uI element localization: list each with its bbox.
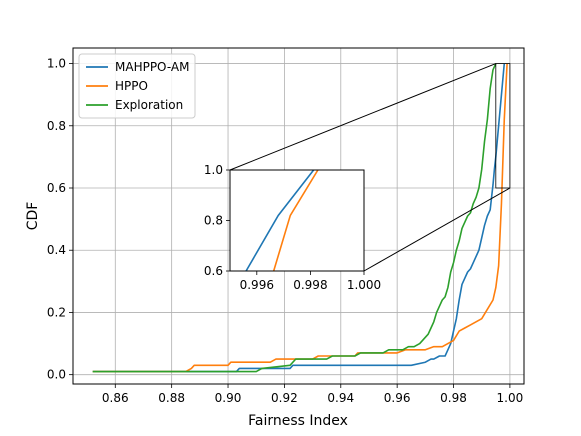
- x-tick-label: 0.96: [384, 391, 411, 405]
- legend-label-hppo: HPPO: [115, 79, 148, 93]
- zoom-region-box: [495, 63, 511, 189]
- x-tick-label: 1.00: [497, 391, 524, 405]
- x-tick-label: 0.86: [102, 391, 129, 405]
- x-axis-label: Fairness Index: [248, 413, 348, 429]
- y-axis-label: CDF: [25, 202, 41, 231]
- x-tick-label: 0.90: [215, 391, 242, 405]
- inset-x-tick-label: 0.998: [293, 278, 327, 292]
- legend-label-mahppo-am: MAHPPO-AM: [115, 60, 189, 74]
- series-line-exploration: [92, 63, 497, 373]
- legend-box: [78, 53, 196, 119]
- y-tick-label: 0.0: [47, 368, 66, 382]
- inset-series-line-mahppo-am: [245, 170, 315, 271]
- y-tick-label: 0.4: [47, 243, 66, 257]
- inset-x-tick-label: 0.996: [240, 278, 274, 292]
- inset-x-tick-label: 1.000: [347, 278, 381, 292]
- x-tick-label: 0.88: [158, 391, 185, 405]
- series-line-hppo: [92, 63, 508, 373]
- main-ticks: 0.86 0.88 0.90 0.92 0.94 0.96 0.98 1.00 0.0 0.2 0.…: [47, 57, 523, 405]
- zoom-connector-top: [229, 63, 496, 171]
- inset-y-tick-label: 1.0: [204, 163, 223, 177]
- legend-label-exploration: Exploration: [115, 98, 183, 112]
- zoom-connector-bottom: [363, 187, 511, 272]
- inset-ticks: 0.996 0.998 1.000 0.6 0.8 1.0: [204, 163, 381, 292]
- series-line-mahppo-am: [92, 63, 506, 373]
- x-tick-label: 0.92: [271, 391, 298, 405]
- y-tick-label: 0.8: [47, 119, 66, 133]
- inset-series-line-hppo: [272, 170, 319, 271]
- inset-y-tick-label: 0.6: [204, 264, 223, 278]
- zoom-connector-lines: [229, 63, 511, 272]
- x-tick-label: 0.94: [327, 391, 354, 405]
- inset-background: [230, 170, 364, 271]
- x-tick-label: 0.98: [440, 391, 467, 405]
- y-tick-label: 1.0: [47, 57, 66, 71]
- main-series-group: [92, 63, 508, 373]
- y-tick-label: 0.6: [47, 181, 66, 195]
- inset-y-tick-label: 0.8: [204, 214, 223, 228]
- inset-series-group: [245, 170, 319, 271]
- main-axes-frame: [72, 47, 525, 385]
- y-tick-label: 0.2: [47, 305, 66, 319]
- legend: MAHPPO-AM HPPO Exploration: [78, 53, 196, 119]
